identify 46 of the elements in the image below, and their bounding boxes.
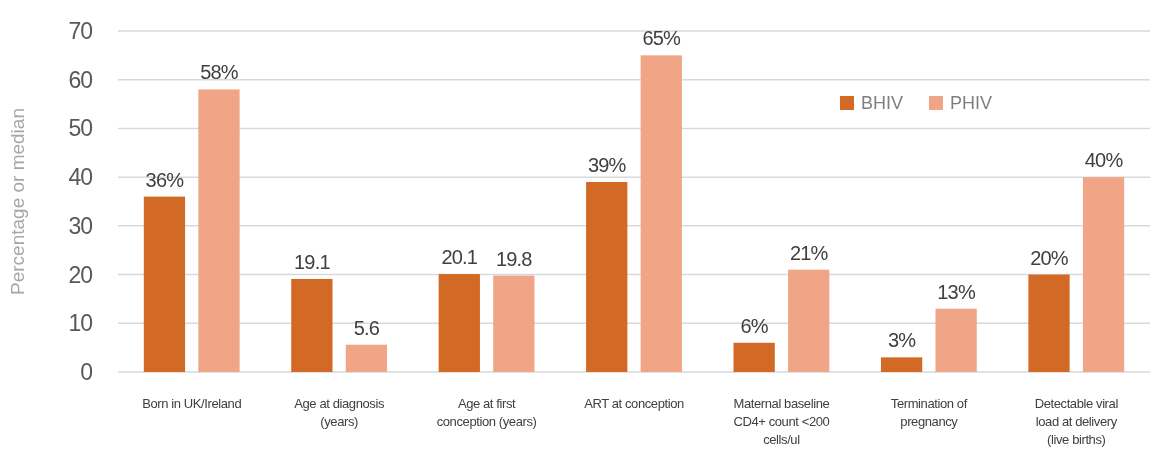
bar xyxy=(493,275,535,372)
data-label: 20.1 xyxy=(441,246,478,269)
data-label: 65% xyxy=(642,27,682,50)
bar xyxy=(438,274,480,372)
bar xyxy=(345,344,388,372)
data-label: 13% xyxy=(937,280,976,303)
bar xyxy=(935,308,977,372)
data-label: 19.8 xyxy=(495,247,533,270)
data-label: 5.6 xyxy=(353,316,380,339)
data-label: 39% xyxy=(587,154,627,177)
data-label: 3% xyxy=(887,329,917,352)
y-tick-label: 10 xyxy=(68,310,93,337)
data-label: 58% xyxy=(200,61,239,84)
y-tick-label: 60 xyxy=(68,66,93,93)
data-label: 21% xyxy=(789,241,829,264)
y-axis-title: Percentage or median xyxy=(7,108,28,295)
data-label: 36% xyxy=(145,168,185,191)
bar xyxy=(640,55,682,372)
bar xyxy=(1028,274,1070,372)
x-tick-label: Maternal baseline CD4+ count <200 cells/ul xyxy=(733,396,830,447)
x-tick-label: Born in UK/Ireland xyxy=(142,396,242,411)
bar xyxy=(198,89,240,372)
x-tick-label: Detectable viral load at delivery (live births) xyxy=(1034,396,1119,447)
y-tick-label: 0 xyxy=(80,359,93,386)
data-label: 6% xyxy=(740,314,769,337)
y-tick-label: 20 xyxy=(68,261,93,288)
x-tick-label: Age at diagnosis (years) xyxy=(294,396,385,429)
bar xyxy=(143,196,186,372)
bar xyxy=(788,269,830,372)
y-tick-label: 50 xyxy=(68,115,93,142)
y-tick-label: 40 xyxy=(68,164,93,191)
legend-label: BHIV xyxy=(860,93,903,114)
legend-label: PHIV xyxy=(949,93,992,114)
x-tick-label: Age at first conception (years) xyxy=(436,396,537,429)
bar xyxy=(291,278,333,372)
bar xyxy=(733,342,775,372)
data-label: 40% xyxy=(1084,149,1124,172)
y-tick-label: 70 xyxy=(68,18,93,45)
x-tick-label: Termination of pregnancy xyxy=(890,396,968,429)
bar xyxy=(880,357,923,372)
bar xyxy=(586,182,628,372)
bar xyxy=(1082,177,1125,372)
y-tick-label: 30 xyxy=(68,212,93,239)
x-tick-label: ART at conception xyxy=(584,396,684,411)
data-label: 19.1 xyxy=(294,250,331,273)
data-label: 20% xyxy=(1030,246,1069,269)
